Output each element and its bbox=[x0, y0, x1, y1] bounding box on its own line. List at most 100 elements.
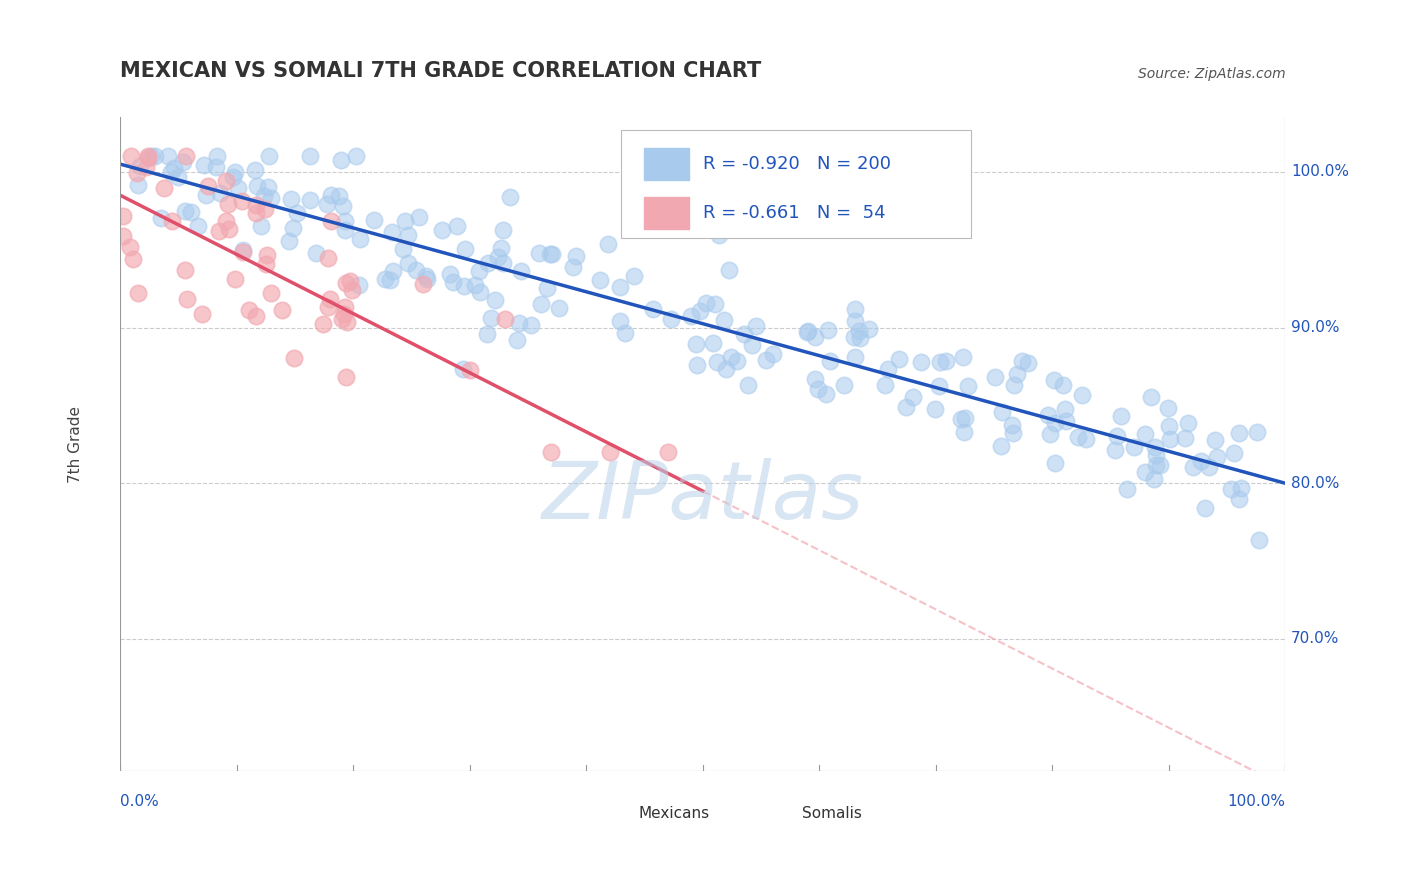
Point bbox=[316, 300, 339, 314]
Text: 90.0%: 90.0% bbox=[1291, 320, 1340, 335]
Point bbox=[1204, 433, 1226, 447]
Point bbox=[848, 324, 870, 338]
Point bbox=[484, 293, 506, 308]
Point bbox=[143, 149, 166, 163]
Point bbox=[1177, 416, 1199, 430]
Point bbox=[347, 277, 370, 292]
Point bbox=[797, 324, 820, 338]
Point bbox=[689, 303, 711, 318]
Point bbox=[224, 165, 246, 179]
Point bbox=[686, 358, 709, 372]
Point bbox=[139, 149, 162, 163]
Point bbox=[394, 214, 416, 228]
Point bbox=[243, 162, 266, 177]
Point bbox=[519, 318, 541, 332]
Point bbox=[330, 311, 353, 326]
Point bbox=[215, 174, 238, 188]
Point bbox=[298, 193, 321, 207]
Point bbox=[136, 151, 159, 165]
Point bbox=[1104, 442, 1126, 457]
Point bbox=[849, 330, 872, 344]
Point bbox=[193, 158, 215, 172]
Point bbox=[733, 327, 755, 342]
Point bbox=[1140, 390, 1163, 404]
Point bbox=[858, 322, 880, 336]
Point bbox=[332, 199, 354, 213]
Point bbox=[1144, 458, 1167, 473]
Point bbox=[1173, 431, 1195, 445]
Point bbox=[1230, 481, 1253, 495]
Point bbox=[659, 312, 682, 326]
Point bbox=[1246, 425, 1268, 439]
Point bbox=[280, 192, 302, 206]
Point bbox=[298, 149, 321, 163]
Text: R = -0.661   N =  54: R = -0.661 N = 54 bbox=[703, 204, 886, 222]
Point bbox=[187, 219, 209, 234]
Text: MEXICAN VS SOMALI 7TH GRADE CORRELATION CHART: MEXICAN VS SOMALI 7TH GRADE CORRELATION … bbox=[120, 62, 762, 81]
Point bbox=[396, 227, 419, 242]
Point bbox=[725, 354, 748, 368]
Point bbox=[807, 382, 830, 396]
Point bbox=[231, 194, 253, 209]
Point bbox=[205, 160, 228, 174]
Point bbox=[1142, 472, 1164, 486]
Point bbox=[464, 278, 486, 293]
Point bbox=[162, 214, 184, 228]
Point bbox=[250, 219, 273, 233]
Point bbox=[256, 248, 278, 262]
Point bbox=[1223, 446, 1246, 460]
Point bbox=[1011, 353, 1033, 368]
Point bbox=[679, 310, 702, 324]
Point bbox=[1116, 482, 1139, 496]
Point bbox=[599, 445, 621, 459]
Text: 7th Grade: 7th Grade bbox=[69, 406, 83, 483]
Point bbox=[935, 353, 957, 368]
Point bbox=[120, 240, 142, 254]
Point bbox=[1133, 465, 1156, 479]
Point bbox=[844, 302, 866, 317]
Point bbox=[1038, 426, 1060, 441]
Point bbox=[803, 329, 825, 343]
Point bbox=[1043, 416, 1066, 430]
Point bbox=[135, 160, 157, 174]
Point bbox=[875, 377, 897, 392]
Point bbox=[755, 353, 778, 368]
Point bbox=[1219, 482, 1241, 496]
Point bbox=[817, 323, 839, 337]
Point bbox=[762, 347, 785, 361]
Point bbox=[127, 178, 149, 193]
Text: 70.0%: 70.0% bbox=[1291, 632, 1340, 647]
Point bbox=[1144, 448, 1167, 462]
Point bbox=[217, 197, 239, 211]
Point bbox=[894, 401, 917, 415]
Point bbox=[245, 198, 267, 212]
Point bbox=[232, 245, 254, 260]
Point bbox=[415, 269, 437, 284]
Point bbox=[508, 316, 530, 330]
Point bbox=[685, 337, 707, 351]
Point bbox=[396, 256, 419, 270]
Point bbox=[205, 149, 228, 163]
Point bbox=[208, 223, 231, 237]
Point bbox=[1071, 387, 1094, 401]
Point bbox=[319, 187, 342, 202]
Point bbox=[540, 247, 562, 261]
Point bbox=[111, 228, 134, 243]
Point bbox=[1149, 458, 1171, 472]
Point bbox=[494, 312, 516, 326]
Point bbox=[330, 153, 353, 167]
Point bbox=[844, 314, 866, 328]
Point bbox=[1017, 356, 1039, 370]
Point bbox=[458, 362, 481, 376]
Point bbox=[136, 149, 159, 163]
Text: 100.0%: 100.0% bbox=[1227, 794, 1285, 809]
Point bbox=[536, 281, 558, 295]
Point bbox=[889, 351, 911, 366]
Point bbox=[333, 223, 356, 237]
Point bbox=[392, 242, 415, 256]
FancyBboxPatch shape bbox=[621, 130, 970, 238]
Point bbox=[305, 245, 328, 260]
Point bbox=[271, 303, 294, 318]
Point bbox=[623, 268, 645, 283]
Point bbox=[479, 310, 502, 325]
